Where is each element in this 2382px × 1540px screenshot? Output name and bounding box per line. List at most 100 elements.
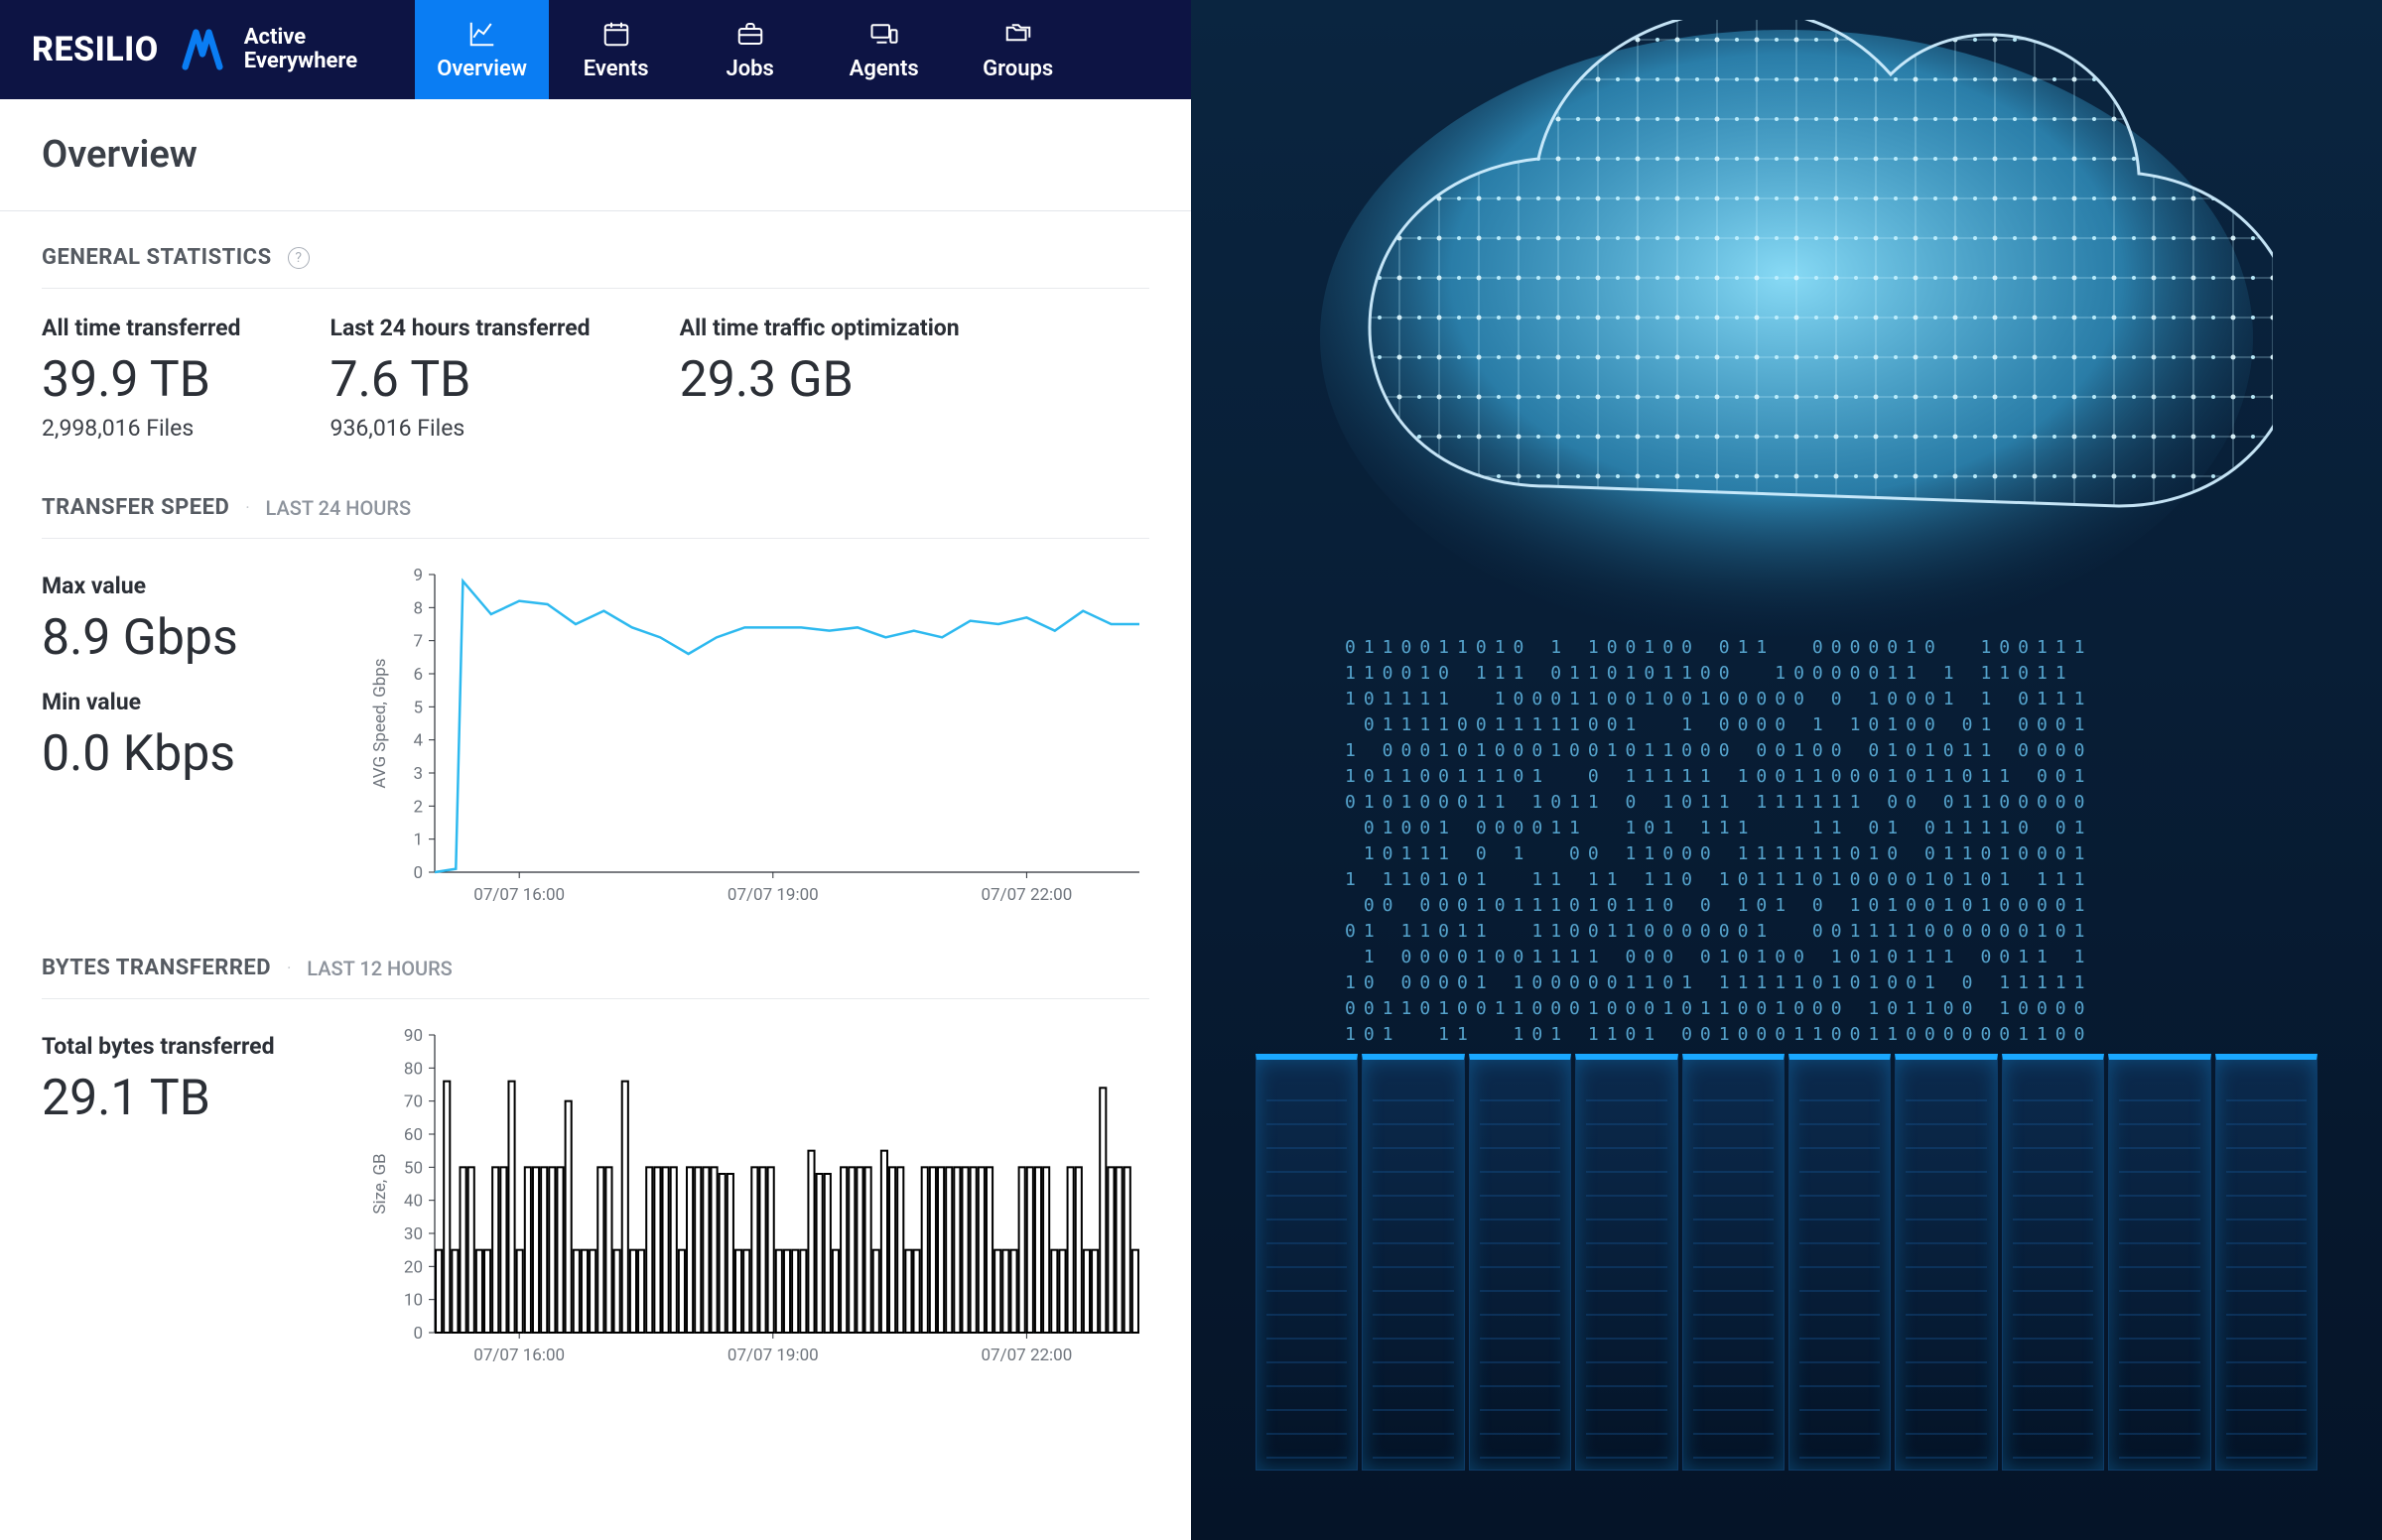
tab-overview[interactable]: Overview <box>415 0 549 99</box>
page-header: Overview <box>0 99 1191 211</box>
stat-traffic-optimization: All time traffic optimization 29.3 GB <box>680 315 960 442</box>
bytes-transferred-section: Total bytes transferred 29.1 TB 0 10 20 30 4… <box>42 1025 1149 1382</box>
general-stats-row: All time transferred 39.9 TB 2,998,016 F… <box>42 315 1149 442</box>
svg-text:6: 6 <box>413 665 423 685</box>
svg-text:7: 7 <box>413 632 423 652</box>
tab-events[interactable]: Events <box>549 0 683 99</box>
stat-value: 7.6 TB <box>331 351 591 409</box>
tab-label: Groups <box>983 57 1053 81</box>
svg-text:0: 0 <box>413 863 423 883</box>
transfer-speed-chart: 0 1 2 3 4 5 6 7 8 9 AVG Speed, Gbps 07/07 16:00 07/0… <box>365 565 1149 922</box>
svg-text:4: 4 <box>413 731 423 751</box>
stat-all-time-transferred: All time transferred 39.9 TB 2,998,016 F… <box>42 315 241 442</box>
svg-text:20: 20 <box>404 1257 423 1277</box>
tab-jobs[interactable]: Jobs <box>683 0 817 99</box>
section-general-stats-header: GENERAL STATISTICS ? <box>42 211 1149 289</box>
help-icon[interactable]: ? <box>288 247 310 269</box>
bar-chart: 0 10 20 30 40 50 60 70 80 90 Size, GB 07/07 16:00 07… <box>365 1025 1149 1382</box>
bytes-stats: Total bytes transferred 29.1 TB <box>42 1025 335 1382</box>
binary-rain: 0110011010 1 100100 011 0000010 100111 1… <box>1345 635 2228 1052</box>
calendar-icon <box>601 19 631 49</box>
brand-tagline: ActiveEverywhere <box>244 26 357 73</box>
section-title: TRANSFER SPEED <box>42 495 229 520</box>
svg-text:50: 50 <box>404 1158 423 1178</box>
server-rack <box>1682 1054 1785 1471</box>
briefcase-icon <box>735 19 765 49</box>
cloud-circuit-icon <box>1300 20 2273 695</box>
server-rack <box>1256 1054 1358 1471</box>
chart-line-icon <box>467 19 497 49</box>
tab-agents[interactable]: Agents <box>817 0 951 99</box>
transfer-speed-section: Max value 8.9 Gbps Min value 0.0 Kbps 0 1… <box>42 565 1149 922</box>
section-transfer-speed-header: TRANSFER SPEED · LAST 24 HOURS <box>42 461 1149 539</box>
devices-icon <box>869 19 899 49</box>
svg-text:10: 10 <box>404 1291 423 1311</box>
server-rack <box>2002 1054 2104 1471</box>
stat-label: All time traffic optimization <box>680 315 960 341</box>
svg-text:07/07 19:00: 07/07 19:00 <box>728 1346 819 1365</box>
stat-value: 29.1 TB <box>42 1070 335 1127</box>
server-rack <box>2108 1054 2210 1471</box>
stat-label: Max value <box>42 573 335 599</box>
server-rack <box>1575 1054 1677 1471</box>
svg-text:07/07 22:00: 07/07 22:00 <box>982 885 1073 905</box>
svg-text:40: 40 <box>404 1192 423 1212</box>
svg-text:2: 2 <box>413 797 423 817</box>
section-meta: LAST 24 HOURS <box>266 496 412 520</box>
svg-text:30: 30 <box>404 1224 423 1244</box>
stat-label: All time transferred <box>42 315 241 341</box>
folders-icon <box>1003 19 1033 49</box>
navbar: RESILIO ActiveEverywhere Overview Events… <box>0 0 1191 99</box>
page-title: Overview <box>42 133 1149 177</box>
svg-text:Size, GB: Size, GB <box>370 1153 390 1214</box>
transfer-speed-stats: Max value 8.9 Gbps Min value 0.0 Kbps <box>42 565 335 922</box>
content: GENERAL STATISTICS ? All time transferre… <box>0 211 1191 1382</box>
stat-sub: 936,016 Files <box>331 415 591 442</box>
section-bytes-header: BYTES TRANSFERRED · LAST 12 HOURS <box>42 922 1149 999</box>
svg-text:07/07 19:00: 07/07 19:00 <box>728 885 819 905</box>
tab-label: Events <box>584 57 649 81</box>
stat-value: 29.3 GB <box>680 351 960 409</box>
server-racks <box>1256 1054 2317 1471</box>
server-rack <box>1895 1054 1997 1471</box>
stat-sub: 2,998,016 Files <box>42 415 241 442</box>
svg-text:90: 90 <box>404 1026 423 1046</box>
svg-text:5: 5 <box>413 698 423 717</box>
bytes-transferred-chart: 0 10 20 30 40 50 60 70 80 90 Size, GB 07/07 16:00 07… <box>365 1025 1149 1382</box>
stat-value: 39.9 TB <box>42 351 241 409</box>
section-meta-dot: · <box>287 959 291 977</box>
svg-text:07/07 16:00: 07/07 16:00 <box>473 885 565 905</box>
hero-illustration: 0110011010 1 100100 011 0000010 100111 1… <box>1191 0 2382 1540</box>
section-meta: LAST 12 HOURS <box>307 957 453 980</box>
stat-last-24h-transferred: Last 24 hours transferred 7.6 TB 936,016… <box>331 315 591 442</box>
svg-text:9: 9 <box>413 566 423 585</box>
svg-text:1: 1 <box>413 831 423 850</box>
svg-text:07/07 16:00: 07/07 16:00 <box>473 1346 565 1365</box>
section-title: GENERAL STATISTICS <box>42 245 272 270</box>
stat-label: Min value <box>42 689 335 715</box>
server-rack <box>1362 1054 1464 1471</box>
svg-text:60: 60 <box>404 1125 423 1145</box>
tab-groups[interactable]: Groups <box>951 0 1085 99</box>
svg-text:80: 80 <box>404 1059 423 1079</box>
section-title: BYTES TRANSFERRED <box>42 956 271 980</box>
svg-text:70: 70 <box>404 1092 423 1112</box>
svg-text:8: 8 <box>413 598 423 618</box>
stat-label: Last 24 hours transferred <box>331 315 591 341</box>
svg-text:07/07 22:00: 07/07 22:00 <box>982 1346 1073 1365</box>
line-chart: 0 1 2 3 4 5 6 7 8 9 AVG Speed, Gbps 07/07 16:00 07/0… <box>365 565 1149 922</box>
tab-label: Overview <box>437 57 527 81</box>
stat-value: 8.9 Gbps <box>42 609 335 667</box>
stat-label: Total bytes transferred <box>42 1033 335 1060</box>
brand-logo-icon <box>177 24 228 75</box>
stat-value: 0.0 Kbps <box>42 725 335 783</box>
svg-text:AVG Speed, Gbps: AVG Speed, Gbps <box>370 658 390 788</box>
svg-text:3: 3 <box>413 764 423 784</box>
server-rack <box>1788 1054 1891 1471</box>
tab-label: Agents <box>850 57 919 81</box>
brand: RESILIO ActiveEverywhere <box>0 0 385 99</box>
svg-text:0: 0 <box>413 1324 423 1344</box>
server-rack <box>1469 1054 1571 1471</box>
brand-name: RESILIO <box>32 30 159 69</box>
section-meta-dot: · <box>245 498 249 517</box>
